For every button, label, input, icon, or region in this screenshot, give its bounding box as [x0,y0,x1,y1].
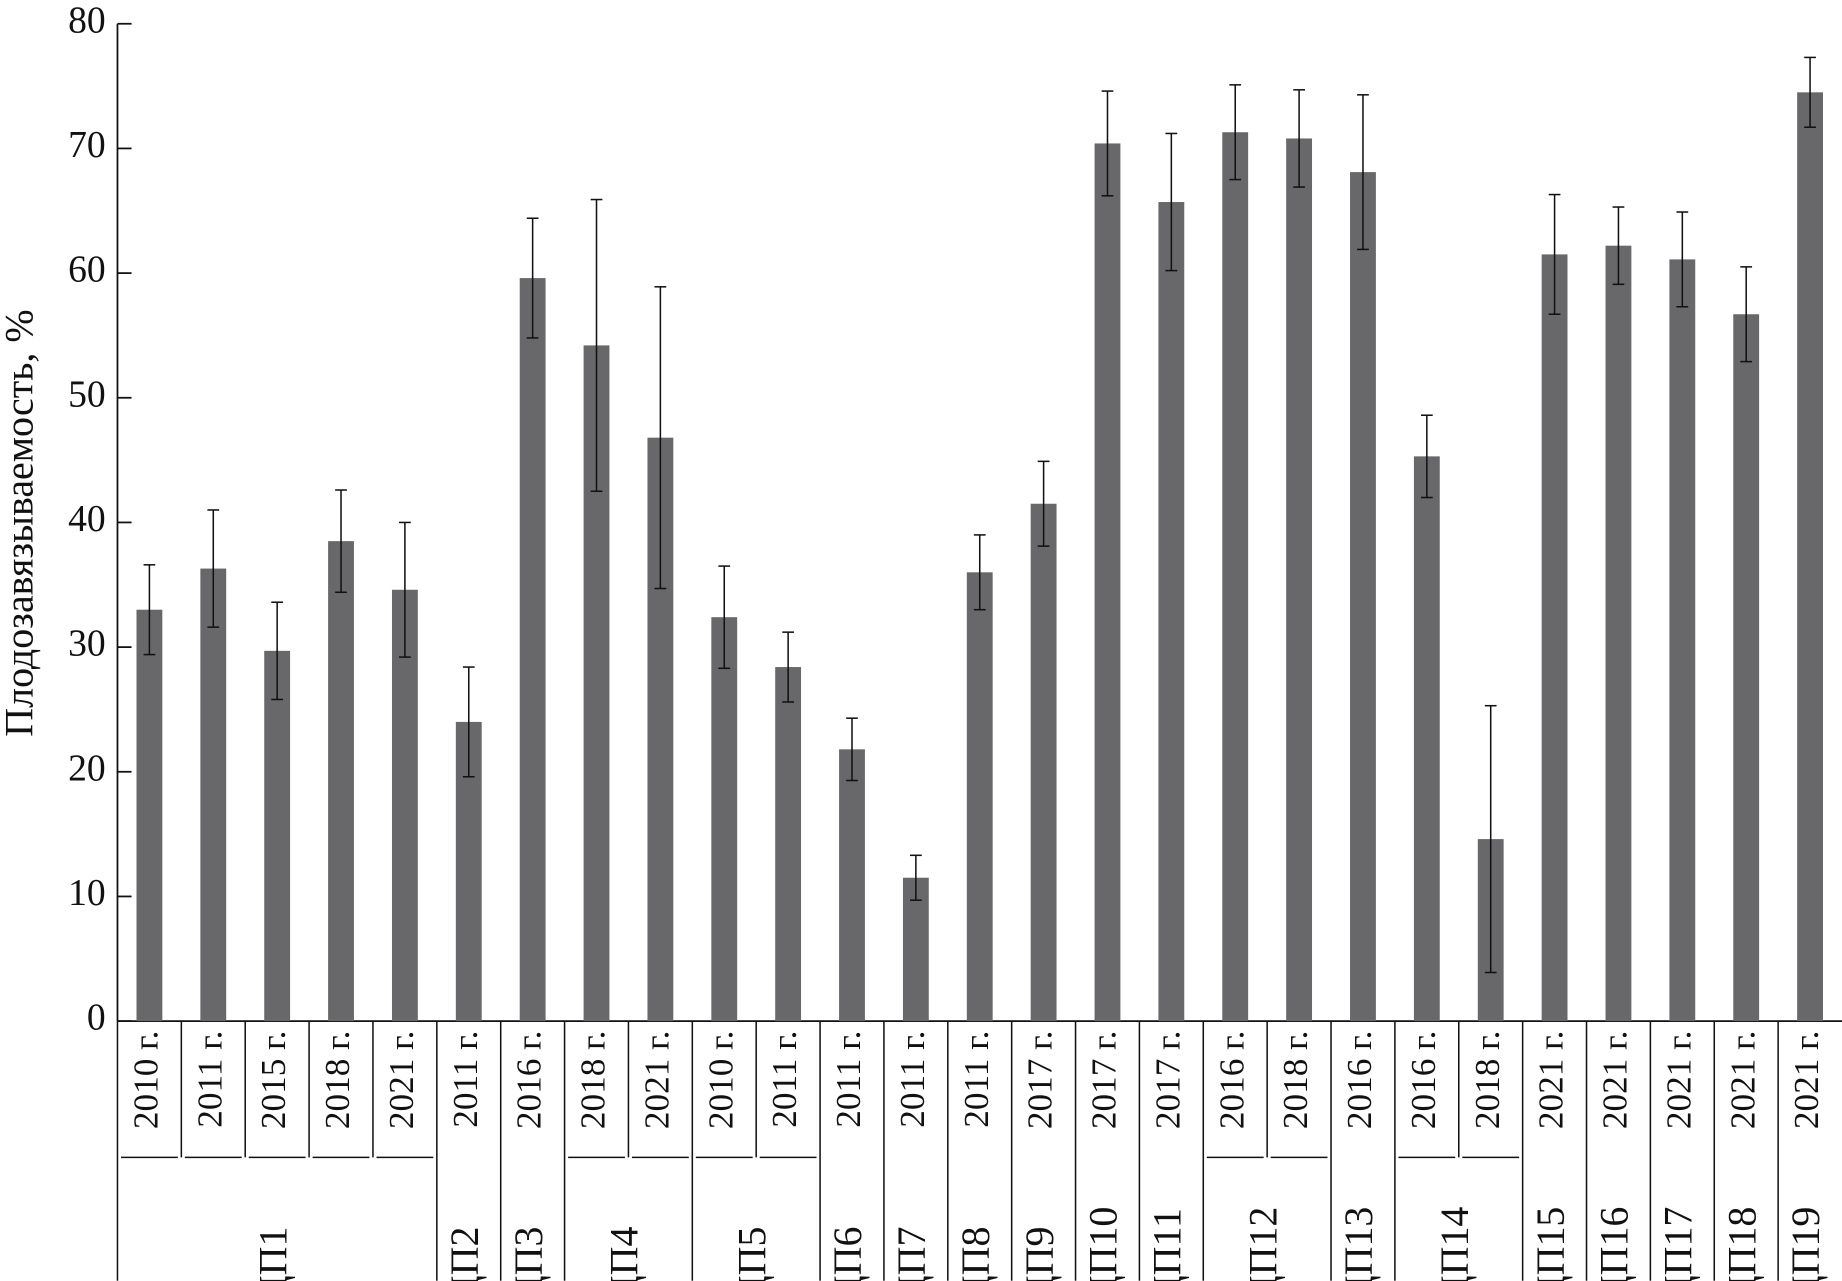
x-tick-label: 2016 г. [1340,1031,1379,1130]
x-tick-label: 2021 г. [1532,1031,1571,1130]
bar [1222,132,1249,1022]
group-label: ЦП12 [1240,1207,1285,1281]
bar [1158,202,1185,1022]
group-label: ЦП8 [953,1227,998,1281]
x-tick-label: 2021 г. [1723,1031,1762,1130]
y-tick-label: 60 [68,250,106,291]
x-tick-label: 2015 г. [254,1031,293,1130]
bar [1541,254,1568,1022]
x-tick-label: 2018 г. [574,1031,613,1130]
y-tick-label: 0 [87,998,106,1039]
bar [839,749,865,1022]
bar [200,568,227,1022]
x-tick-label: 2011 г. [446,1031,485,1128]
bar [1286,138,1313,1022]
x-tick-label: 2011 г. [765,1031,804,1128]
group-label: ЦП4 [602,1227,647,1281]
x-tick-label: 2017 г. [1021,1031,1060,1130]
group-label: ЦП16 [1592,1207,1637,1281]
group-label: ЦП10 [1081,1207,1126,1281]
group-label: ЦП17 [1655,1207,1700,1281]
bar [966,572,993,1022]
bar [1030,503,1057,1022]
bar [1094,143,1121,1022]
x-tick-label: 2018 г. [1276,1031,1315,1130]
group-label: ЦП18 [1719,1207,1764,1281]
y-tick-label: 40 [68,499,106,540]
bar [1605,245,1632,1022]
x-tick-label: 2011 г. [190,1031,229,1128]
group-label: ЦП5 [729,1227,774,1281]
bar [775,667,802,1022]
bar [902,877,929,1022]
bar [136,609,163,1022]
bar [711,617,738,1022]
group-label: ЦП13 [1336,1207,1381,1281]
x-tick-label: 2017 г. [1148,1031,1187,1130]
y-tick-label: 70 [68,125,106,166]
x-tick-label: 2017 г. [1085,1031,1124,1130]
bar [1797,92,1823,1022]
x-tick-label: 2021 г. [382,1031,421,1130]
bar [1350,172,1376,1022]
group-label: ЦП19 [1783,1207,1828,1281]
bar [1733,314,1760,1022]
group-label: ЦП15 [1528,1207,1573,1281]
y-tick-label: 20 [68,748,106,789]
x-tick-label: 2011 г. [893,1031,932,1128]
y-axis-label: Плодозавязываемость, % [0,309,42,736]
group-label: ЦП11 [1145,1208,1190,1281]
x-tick-label: 2021 г. [1787,1031,1826,1130]
x-tick-label: 2021 г. [1596,1031,1635,1130]
group-label: ЦП14 [1432,1207,1477,1281]
bar [519,278,546,1022]
bar [1413,456,1440,1022]
x-tick-label: 2016 г. [1404,1031,1443,1130]
y-tick-label: 50 [68,374,106,415]
x-tick-label: 2011 г. [957,1031,996,1128]
group-label: ЦП9 [1017,1227,1062,1281]
x-tick-label: 2010 г. [127,1031,166,1130]
x-tick-label: 2021 г. [1659,1031,1698,1130]
x-tick-label: 2010 г. [701,1031,740,1130]
group-label: ЦП1 [250,1227,295,1281]
group-label: ЦП3 [506,1227,551,1281]
bar [264,650,291,1022]
x-tick-label: 2016 г. [1212,1031,1251,1130]
y-tick-label: 30 [68,624,106,665]
x-tick-label: 2018 г. [318,1031,357,1130]
y-tick-label: 10 [68,873,106,914]
bar [1669,259,1696,1022]
x-tick-label: 2021 г. [637,1031,676,1130]
x-tick-label: 2016 г. [510,1031,549,1130]
group-label: ЦП6 [825,1227,870,1281]
x-tick-label: 2018 г. [1468,1031,1507,1130]
bar [328,541,354,1022]
bar [391,589,418,1022]
y-tick-label: 80 [68,0,106,41]
x-tick-label: 2011 г. [829,1031,868,1128]
group-label: ЦП7 [889,1227,934,1281]
group-label: ЦП2 [442,1227,487,1281]
